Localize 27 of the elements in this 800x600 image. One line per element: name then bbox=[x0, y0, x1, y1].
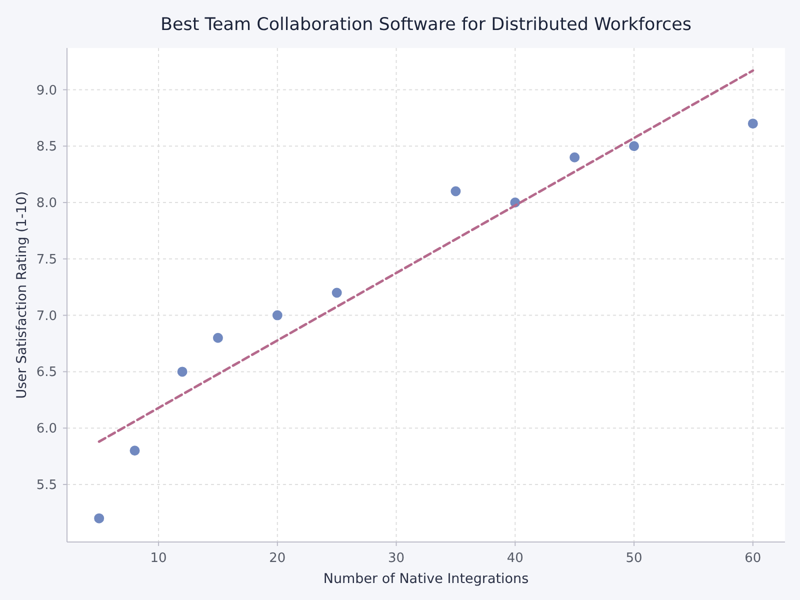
point bbox=[746, 118, 759, 130]
y-axis-title: User Satisfaction Rating (1-10) bbox=[14, 191, 30, 399]
point bbox=[628, 140, 640, 152]
point bbox=[128, 444, 141, 457]
x-tick-label: 60 bbox=[744, 551, 762, 566]
x-tick-label: 40 bbox=[506, 551, 524, 566]
y-tick-label: 6.0 bbox=[36, 422, 57, 437]
x-axis-title: Number of Native Integrations bbox=[323, 571, 529, 587]
point bbox=[93, 512, 106, 524]
point bbox=[212, 332, 224, 344]
point bbox=[330, 286, 343, 299]
y-tick-label: 7.5 bbox=[36, 252, 57, 268]
y-tick-label: 6.5 bbox=[36, 365, 57, 380]
y-tick-label: 9.0 bbox=[36, 83, 57, 98]
y-tick-label: 5.5 bbox=[36, 478, 57, 494]
y-tick-label: 8.0 bbox=[36, 196, 57, 212]
x-tick-label: 10 bbox=[150, 551, 167, 566]
y-tick-label: 7.0 bbox=[36, 308, 57, 324]
point bbox=[568, 151, 581, 164]
point bbox=[176, 366, 188, 378]
x-tick-label: 20 bbox=[269, 551, 286, 566]
chart-title: Best Team Collaboration Software for Distributed Workforces bbox=[160, 15, 692, 35]
point bbox=[450, 185, 462, 198]
point bbox=[271, 309, 284, 322]
x-tick-label: 50 bbox=[626, 551, 642, 566]
y-tick-label: 8.5 bbox=[36, 140, 57, 155]
x-tick-label: 30 bbox=[388, 551, 405, 566]
